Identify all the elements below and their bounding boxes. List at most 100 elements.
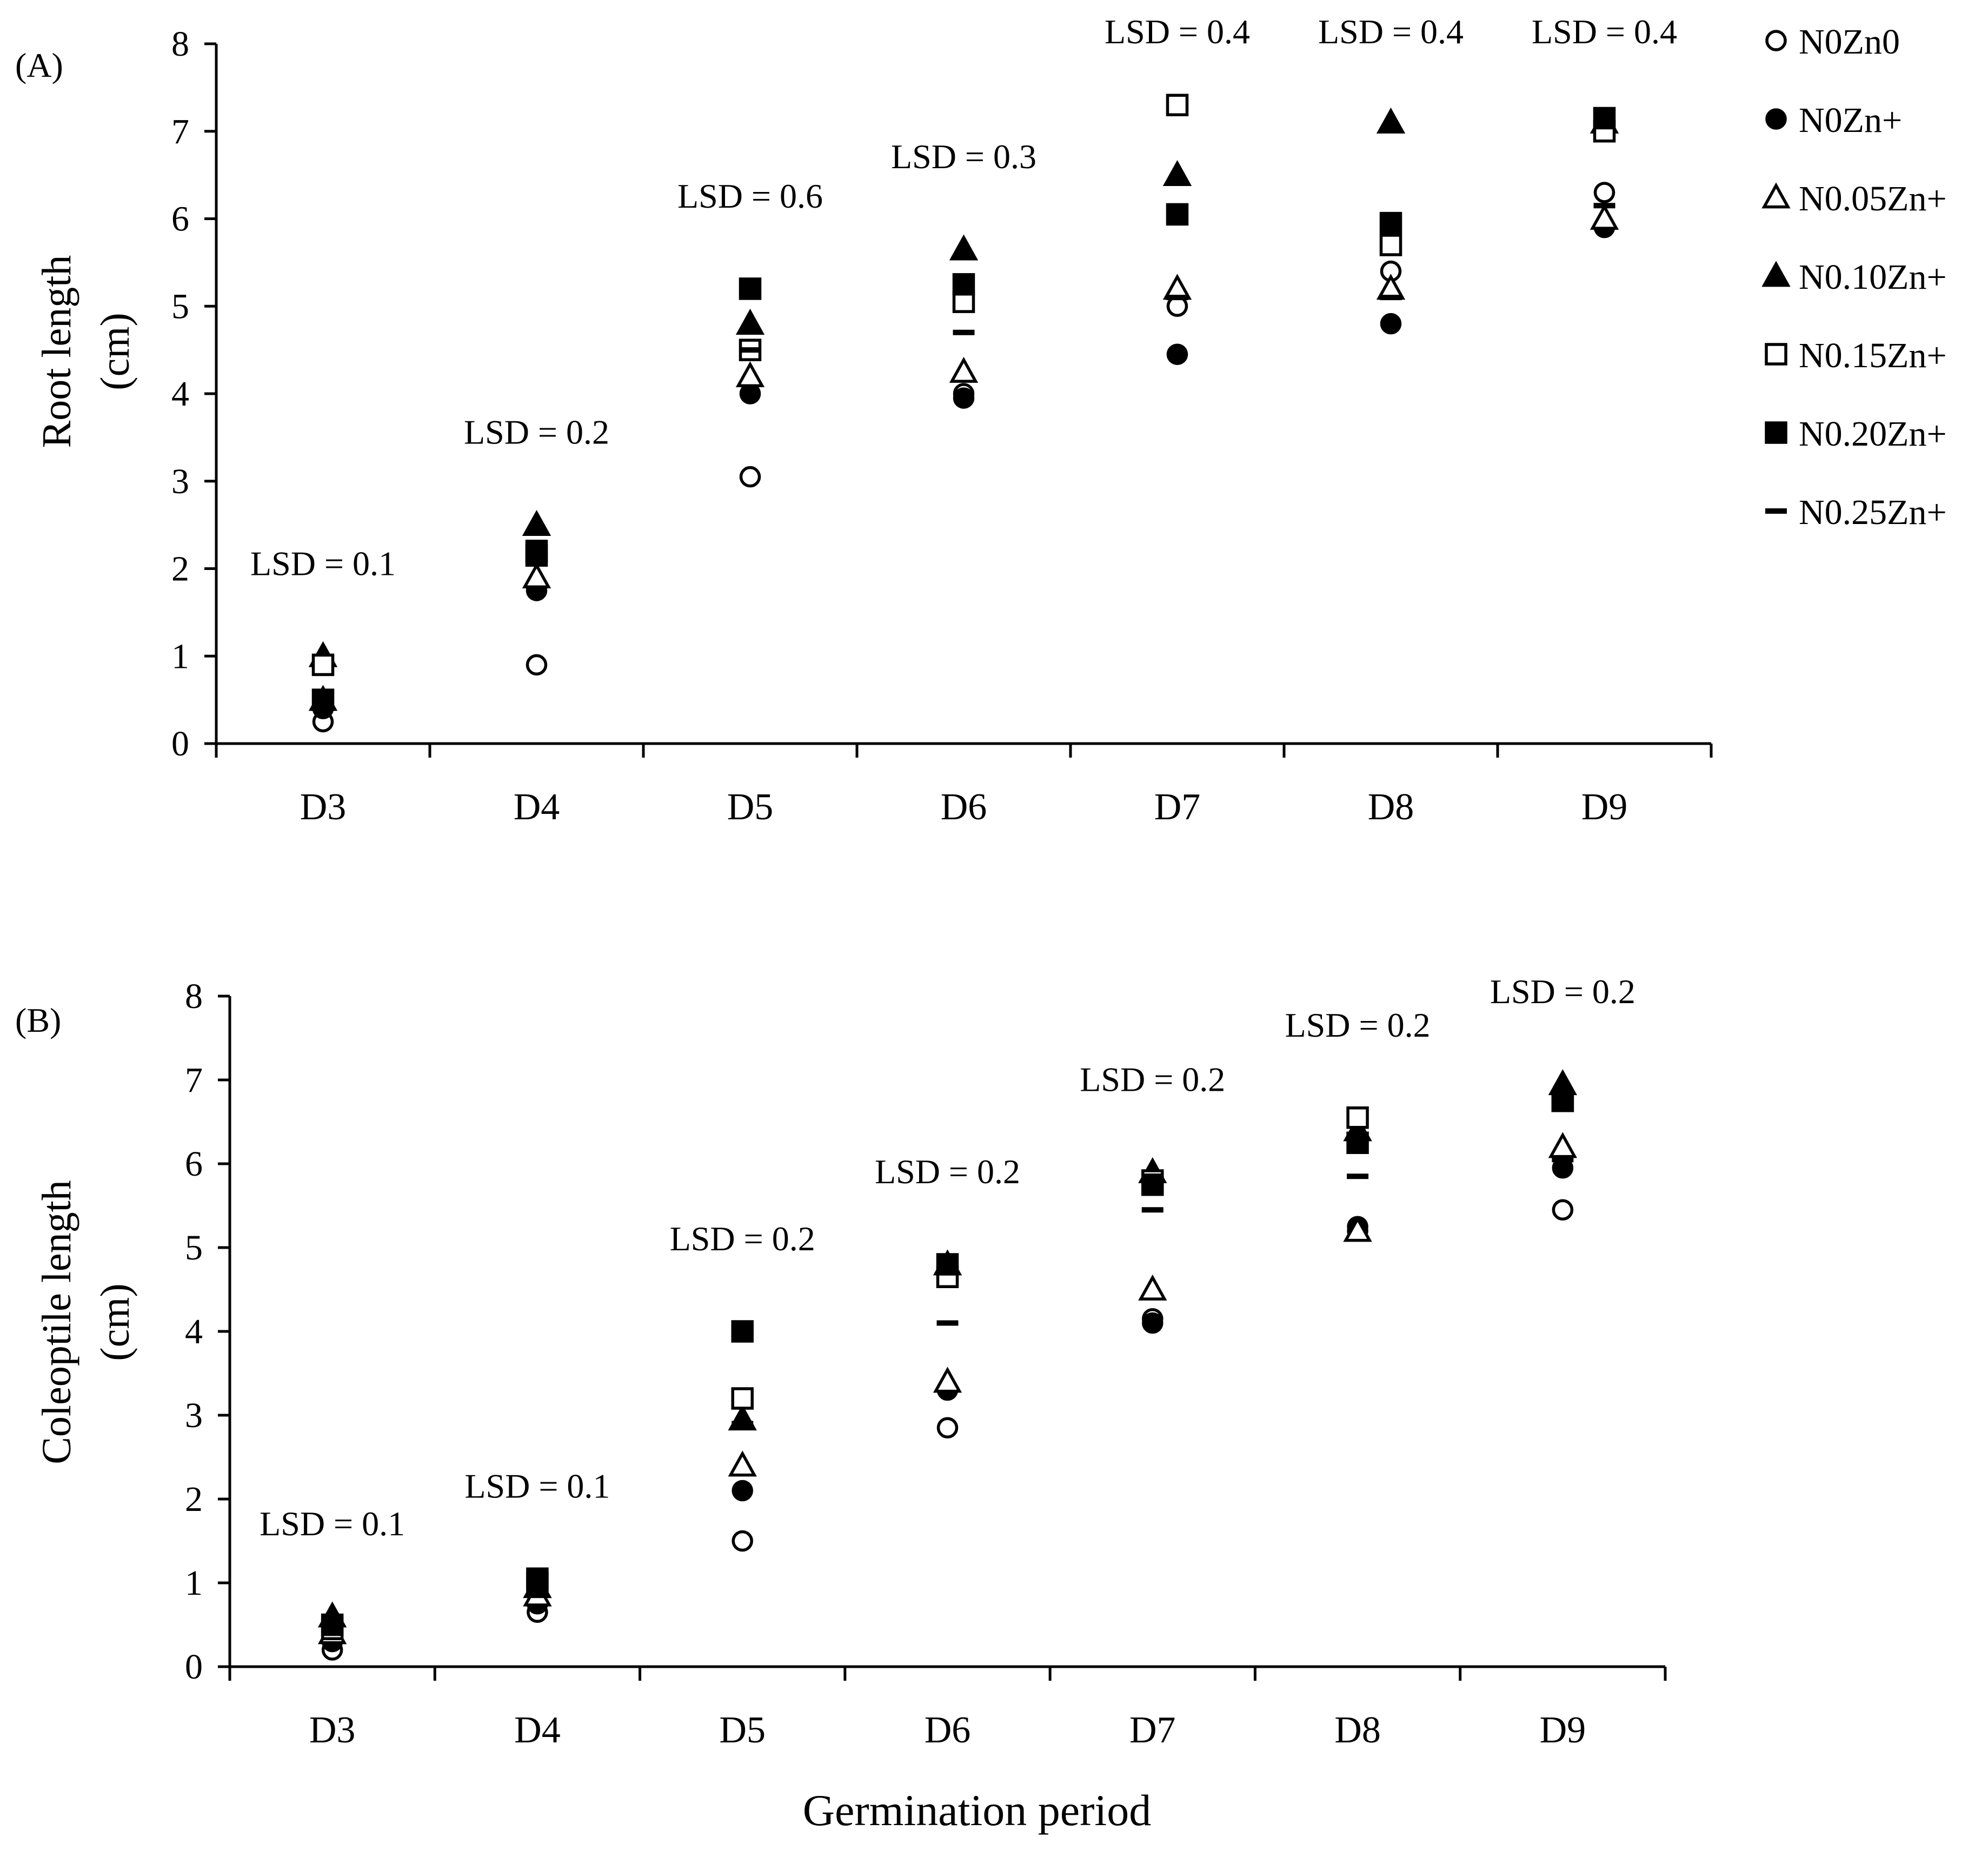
panel-a-point bbox=[735, 308, 765, 335]
panel-b-y-tick-label: 7 bbox=[185, 1060, 203, 1100]
legend-marker bbox=[1765, 108, 1787, 130]
panel-b-x-tick-label: D7 bbox=[1129, 1709, 1176, 1751]
panel-b-y-tick-label: 2 bbox=[185, 1480, 203, 1519]
panel-a-y-tick-label: 3 bbox=[171, 462, 189, 501]
panel-a-point bbox=[522, 509, 551, 536]
panel-a-points bbox=[308, 94, 1619, 733]
panel-b-label: (B) bbox=[15, 1001, 61, 1039]
panel-b-x-tick-label: D4 bbox=[514, 1709, 561, 1751]
legend-marker bbox=[1765, 421, 1787, 444]
panel-b-y-tick-label: 1 bbox=[185, 1563, 203, 1603]
panel-b-point bbox=[936, 1417, 959, 1438]
panel-b-lsd-label: LSD = 0.1 bbox=[464, 1467, 610, 1505]
legend-label: N0.20Zn+ bbox=[1799, 414, 1947, 454]
panel-a-x-tick-label: D8 bbox=[1368, 786, 1414, 828]
panel-a-point bbox=[739, 277, 762, 300]
legend-entry: N0Zn0 bbox=[1765, 22, 1900, 62]
panel-b-y-tick-label: 0 bbox=[185, 1647, 203, 1687]
panel-b-point bbox=[731, 1320, 754, 1343]
panel-b-lsd-label: LSD = 0.2 bbox=[1490, 972, 1635, 1011]
panel-b-lsd-annotations: LSD = 0.1 LSD = 0.1 LSD = 0.2 LSD = 0.2 LSD … bbox=[260, 972, 1635, 1543]
legend-entry: N0.10Zn+ bbox=[1761, 257, 1947, 297]
legend-marker bbox=[1765, 343, 1787, 366]
panel-b-point bbox=[1548, 1132, 1578, 1158]
panel-a-point bbox=[949, 356, 979, 383]
panel-b-point bbox=[1141, 1207, 1163, 1213]
panel-a-y-tick-label: 1 bbox=[171, 636, 189, 676]
panel-a-point bbox=[1166, 203, 1189, 226]
panel-b-point bbox=[1141, 1173, 1164, 1196]
panel-b-y-tick-label: 8 bbox=[185, 977, 203, 1016]
legend-marker bbox=[1761, 182, 1791, 209]
panel-b-point bbox=[1346, 1131, 1369, 1154]
panel-a-point bbox=[522, 562, 551, 589]
panel-b-point bbox=[732, 1530, 753, 1552]
legend-entry: N0.20Zn+ bbox=[1765, 414, 1947, 454]
panel-b-y-tick-label: 3 bbox=[185, 1396, 203, 1435]
panel-b-point bbox=[321, 1630, 343, 1636]
panel-a-y-tick-label: 0 bbox=[171, 724, 189, 764]
panel-a-lsd-label: LSD = 0.2 bbox=[464, 413, 609, 452]
panel-a-lsd-label: LSD = 0.4 bbox=[1532, 12, 1677, 51]
panel-b-ylabel-line2: (cm) bbox=[92, 1283, 138, 1361]
panel-a-x-tick-label: D5 bbox=[727, 786, 774, 828]
panel-b-point bbox=[1552, 1199, 1574, 1221]
panel-a-lsd-label: LSD = 0.4 bbox=[1105, 12, 1250, 51]
legend-marker bbox=[1761, 261, 1791, 287]
panel-a-point bbox=[525, 544, 548, 567]
panel-b-y-tick-label: 5 bbox=[185, 1228, 203, 1268]
panel-b-y-ticks: 0 1 2 3 4 5 6 7 8 bbox=[185, 977, 230, 1687]
panel-b-point bbox=[732, 1421, 754, 1427]
panel-a-y-tick-label: 8 bbox=[171, 24, 189, 64]
panel-b-x-tick-label: D3 bbox=[309, 1709, 356, 1751]
panel-b-lsd-label: LSD = 0.2 bbox=[1080, 1060, 1225, 1099]
panel-a-y-tick-label: 2 bbox=[171, 549, 189, 589]
panel-a-point bbox=[739, 383, 761, 405]
panel-a-lsd-annotations: LSD = 0.1 LSD = 0.2 LSD = 0.6 LSD = 0.3 LSD … bbox=[250, 12, 1677, 582]
panel-a-ylabel-line2: (cm) bbox=[92, 313, 138, 390]
panel-b-x-tick-label: D6 bbox=[925, 1709, 971, 1751]
panel-a-point bbox=[1593, 182, 1615, 203]
panel-b-x-ticks: D3 D4 D5 D6 D7 D8 D9 bbox=[228, 1667, 1667, 1751]
panel-a-point bbox=[1593, 107, 1616, 130]
x-axis-title: Germination period bbox=[803, 1786, 1151, 1835]
panel-a-point bbox=[1593, 203, 1615, 209]
legend-entry: N0.05Zn+ bbox=[1761, 179, 1947, 218]
panel-b-x-tick-label: D5 bbox=[719, 1709, 766, 1751]
legend-marker bbox=[1765, 508, 1787, 514]
panel-a-lsd-label: LSD = 0.6 bbox=[677, 177, 823, 215]
panel-b-point bbox=[1346, 1106, 1369, 1129]
legend: N0Zn0 N0Zn+ N0.05Zn+ N0.10Zn+ N0.15Zn+ N0.20Z… bbox=[1761, 22, 1947, 532]
panel-a-x-ticks: D3 D4 D5 D6 D7 D8 D9 bbox=[215, 744, 1713, 828]
panel-b-point bbox=[731, 1387, 754, 1410]
panel-a-point bbox=[952, 273, 975, 296]
panel-a-lsd-label: LSD = 0.4 bbox=[1318, 12, 1464, 51]
panel-b-point bbox=[526, 1588, 548, 1594]
panel-b-point bbox=[1551, 1090, 1574, 1112]
panel-b-point bbox=[732, 1480, 753, 1502]
panel-a-x-tick-label: D4 bbox=[514, 786, 560, 828]
legend-label: N0.25Zn+ bbox=[1799, 493, 1947, 532]
panel-a-lsd-label: LSD = 0.1 bbox=[250, 544, 396, 582]
panel-a-x-tick-label: D6 bbox=[941, 786, 987, 828]
panel-a-point bbox=[1376, 107, 1406, 134]
panel-b-point bbox=[936, 1253, 959, 1276]
panel-b-ylabel-line1: Coleoptile length bbox=[34, 1180, 79, 1464]
panel-b-point bbox=[1343, 1216, 1372, 1242]
panel-b-point bbox=[1552, 1157, 1574, 1163]
panel-a-ylabel-line1: Root length bbox=[34, 255, 79, 448]
panel-b-point bbox=[526, 1567, 549, 1590]
panel-a-point bbox=[312, 693, 334, 699]
panel-a-y-tick-label: 6 bbox=[171, 200, 189, 239]
panel-a-x-tick-label: D3 bbox=[300, 786, 347, 828]
panel-a-point bbox=[526, 654, 548, 676]
panel-a-point bbox=[1166, 343, 1188, 365]
panel-a-point bbox=[1380, 295, 1402, 301]
panel-b-point bbox=[933, 1367, 962, 1393]
panel-b-lsd-label: LSD = 0.2 bbox=[670, 1219, 815, 1258]
panel-a-x-tick-label: D7 bbox=[1154, 786, 1201, 828]
panel-a-x-tick-label: D9 bbox=[1581, 786, 1628, 828]
